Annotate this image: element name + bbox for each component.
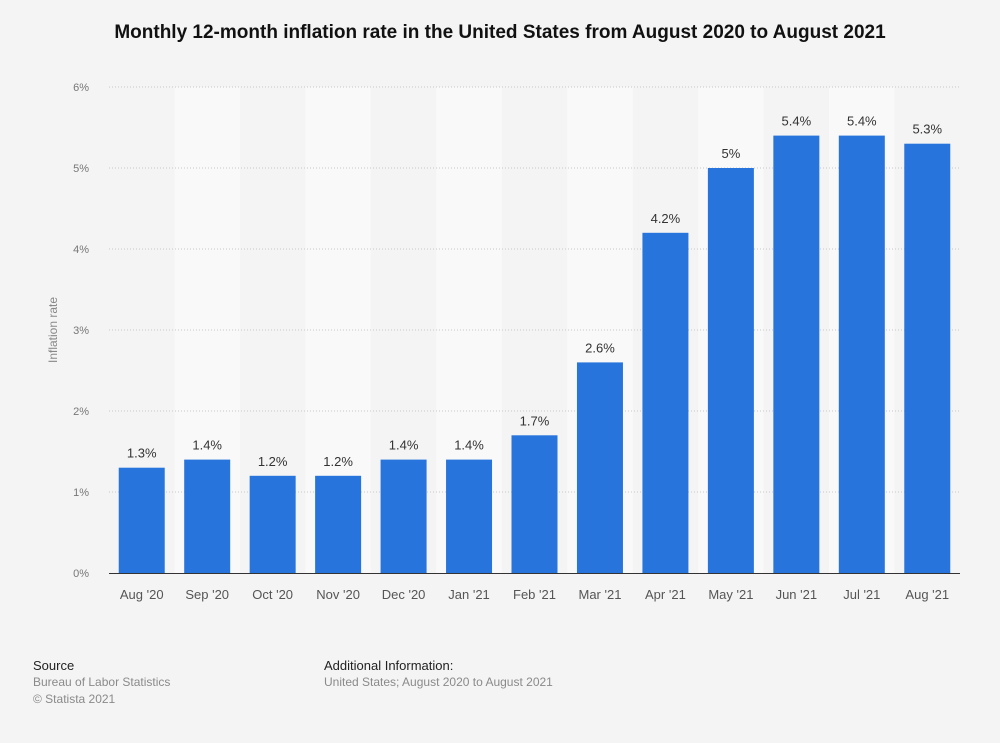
- data-label: 5%: [721, 146, 740, 161]
- data-label: 5.4%: [847, 114, 877, 129]
- chart-title: Monthly 12-month inflation rate in the U…: [114, 22, 886, 43]
- additional-heading: Additional Information:: [324, 658, 454, 673]
- copyright: © Statista 2021: [33, 692, 116, 706]
- bar: [838, 135, 885, 573]
- bar: [184, 459, 231, 573]
- source-block: Source Bureau of Labor Statistics © Stat…: [33, 657, 170, 708]
- data-label: 1.2%: [323, 454, 353, 469]
- x-tick-label: Dec '20: [382, 587, 426, 602]
- x-tick-label: Apr '21: [645, 587, 686, 602]
- x-tick-label: Nov '20: [316, 587, 360, 602]
- y-tick-label: 3%: [73, 325, 89, 337]
- y-tick-label: 0%: [73, 568, 89, 580]
- data-label: 2.6%: [585, 340, 615, 355]
- additional-info-block: Additional Information: United States; A…: [324, 657, 553, 691]
- y-axis-label: Inflation rate: [46, 297, 60, 363]
- bar: [249, 475, 296, 573]
- data-label: 1.4%: [389, 438, 419, 453]
- bar: [118, 467, 165, 573]
- x-tick-label: Jan '21: [448, 587, 490, 602]
- bar-chart: 0% 1% 2% 3% 4% 5% 6% Inflation rate 1.3% Aug '20 1…: [46, 82, 960, 602]
- bar: [642, 232, 689, 574]
- additional-text: United States; August 2020 to August 202…: [324, 675, 553, 689]
- data-label: 1.7%: [520, 413, 550, 428]
- bar: [380, 459, 427, 573]
- y-tick-label: 5%: [73, 163, 89, 175]
- data-label: 1.3%: [127, 446, 157, 461]
- data-label: 1.4%: [192, 438, 222, 453]
- source-text[interactable]: Bureau of Labor Statistics: [33, 675, 171, 689]
- x-tick-label: May '21: [708, 587, 753, 602]
- source-heading: Source: [33, 658, 75, 673]
- x-tick-label: Oct '20: [252, 587, 293, 602]
- x-tick-label: Aug '20: [120, 587, 164, 602]
- x-tick-label: Sep '20: [185, 587, 229, 602]
- y-tick-label: 6%: [73, 82, 89, 94]
- bar: [707, 168, 754, 573]
- x-tick-label: Aug '21: [905, 587, 949, 602]
- data-label: 4.2%: [651, 211, 681, 226]
- x-tick-label: Jul '21: [843, 587, 880, 602]
- y-tick-label: 2%: [73, 406, 89, 418]
- x-tick-label: Feb '21: [513, 587, 556, 602]
- data-label: 1.4%: [454, 438, 484, 453]
- bar: [315, 475, 362, 573]
- bar: [576, 362, 623, 573]
- y-tick-label: 4%: [73, 244, 89, 256]
- bar: [904, 143, 951, 573]
- bar: [773, 135, 820, 573]
- data-label: 5.3%: [912, 122, 942, 137]
- x-tick-label: Jun '21: [776, 587, 818, 602]
- bar: [446, 459, 493, 573]
- data-label: 5.4%: [782, 114, 812, 129]
- bar: [511, 435, 558, 573]
- y-tick-label: 1%: [73, 487, 89, 499]
- data-label: 1.2%: [258, 454, 288, 469]
- x-tick-label: Mar '21: [578, 587, 621, 602]
